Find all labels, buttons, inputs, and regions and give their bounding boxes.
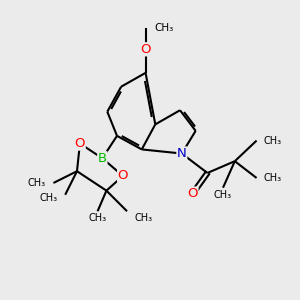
Text: CH₃: CH₃ — [154, 23, 174, 33]
Text: CH₃: CH₃ — [213, 190, 232, 200]
Text: CH₃: CH₃ — [40, 193, 58, 203]
Text: CH₃: CH₃ — [134, 213, 152, 223]
Text: CH₃: CH₃ — [28, 178, 46, 188]
Text: CH₃: CH₃ — [264, 136, 282, 146]
Text: CH₃: CH₃ — [88, 213, 107, 223]
Text: O: O — [118, 169, 128, 182]
Text: B: B — [98, 152, 107, 165]
Text: O: O — [75, 137, 85, 150]
Text: N: N — [177, 147, 187, 160]
Text: O: O — [188, 187, 198, 200]
Text: O: O — [140, 43, 151, 56]
Text: CH₃: CH₃ — [264, 173, 282, 183]
